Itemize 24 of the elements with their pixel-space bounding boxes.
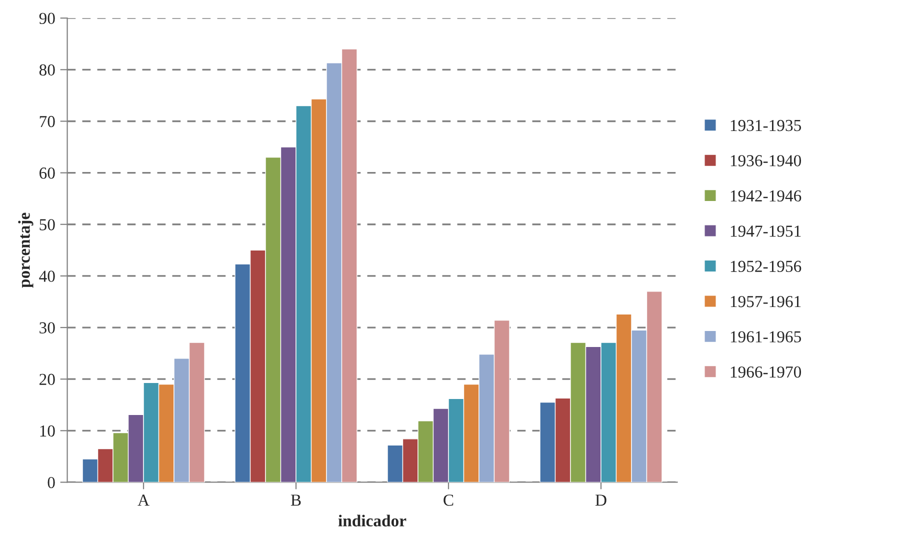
- y-tick-label: 90: [39, 12, 55, 24]
- x-axis-title: indicador: [338, 514, 406, 526]
- y-tick-label: 40: [39, 270, 55, 282]
- y-tick-label: 80: [39, 64, 55, 76]
- y-tick-label: 60: [40, 168, 55, 179]
- y-tick-label: 20: [40, 374, 55, 386]
- legend-label: 1952-1956: [730, 260, 802, 272]
- y-tick-label: 30: [40, 322, 55, 334]
- x-tick-label: B: [290, 494, 301, 506]
- x-tick-label: C: [444, 494, 454, 506]
- x-tick-label: D: [595, 494, 606, 506]
- legend-label: 1931-1935: [730, 120, 801, 132]
- y-tick-label: 10: [40, 425, 55, 437]
- y-axis-title: porcentaje: [18, 212, 34, 288]
- y-tick-label: 50: [40, 219, 55, 230]
- y-tick-label: 0: [48, 476, 55, 488]
- y-tick-label: 70: [40, 116, 55, 128]
- legend-label: 1942-1946: [730, 190, 802, 202]
- legend-label: 1947-1951: [730, 226, 801, 237]
- legend-label: 1966-1970: [730, 366, 802, 378]
- x-tick-label: A: [138, 494, 150, 506]
- legend-label: 1936-1940: [730, 155, 802, 166]
- legend-label: 1957-1961: [730, 296, 801, 308]
- legend-label: 1961-1965: [730, 331, 801, 342]
